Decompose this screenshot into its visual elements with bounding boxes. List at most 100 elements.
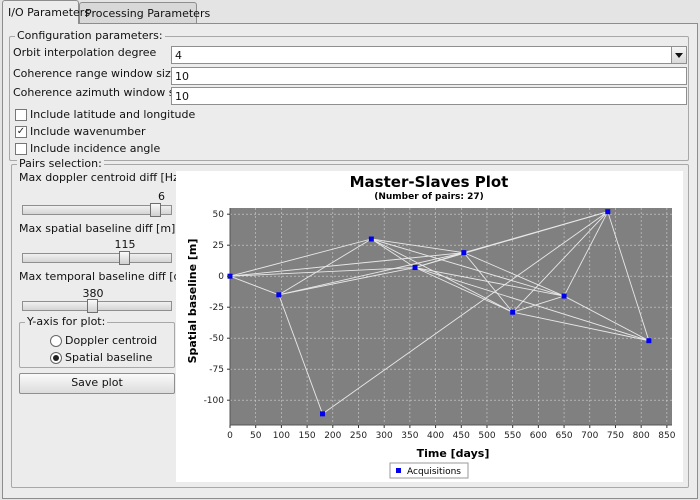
- coherence-range-label: Coherence range window size: [13, 67, 178, 80]
- coherence-azimuth-input[interactable]: 10: [171, 87, 687, 105]
- pair-line: [371, 238, 416, 268]
- pair-line: [463, 252, 565, 297]
- x-tick-label: 500: [478, 431, 495, 441]
- x-tick-label: 0: [227, 431, 233, 441]
- acquisition-point: [320, 411, 326, 417]
- acquisition-point: [510, 309, 516, 315]
- pair-line: [512, 211, 609, 313]
- max-doppler-slider[interactable]: [22, 203, 172, 217]
- x-tick-label: 100: [273, 431, 290, 441]
- master-slaves-chart: Master-Slaves Plot (Number of pairs: 27)…: [176, 171, 683, 482]
- save-plot-button[interactable]: Save plot: [19, 373, 175, 394]
- pair-line: [563, 295, 650, 342]
- pair-line: [414, 267, 650, 342]
- max-doppler-slider-handle[interactable]: [150, 203, 161, 217]
- orbit-interpolation-dropdown-button[interactable]: [671, 46, 687, 64]
- configuration-group: [9, 36, 689, 161]
- pair-line: [229, 252, 464, 277]
- tab-bar: I/O Parameters Processing Parameters: [0, 0, 700, 24]
- x-tick-label: 150: [298, 431, 315, 441]
- pair-line: [371, 238, 565, 297]
- pairs-selection-group: [11, 164, 689, 488]
- x-tick-label: 600: [530, 431, 547, 441]
- coherence-azimuth-label: Coherence azimuth window size: [13, 86, 191, 99]
- max-temporal-value: 380: [82, 287, 104, 300]
- plot-area: [230, 208, 672, 425]
- y-axis-ticks: 50 25 0 -25 -50 -75 -100: [204, 210, 230, 406]
- x-tick-label: 550: [504, 431, 521, 441]
- orbit-interpolation-combo[interactable]: 4: [171, 46, 673, 64]
- chart-svg: Master-Slaves Plot (Number of pairs: 27)…: [186, 173, 676, 479]
- include-wavenumber-checkbox[interactable]: ✓: [15, 126, 27, 138]
- x-tick-label: 850: [658, 431, 675, 441]
- doppler-centroid-radio[interactable]: [50, 335, 62, 347]
- include-incidence-checkbox[interactable]: [15, 143, 27, 155]
- max-doppler-label: Max doppler centroid diff [Hz]: [19, 171, 184, 184]
- pair-line: [463, 211, 608, 254]
- max-spatial-label: Max spatial baseline diff [m]: [19, 222, 176, 235]
- pair-line: [278, 252, 464, 296]
- chart-subtitle: (Number of pairs: 27): [374, 192, 484, 202]
- spatial-baseline-radio-label: Spatial baseline: [65, 351, 153, 364]
- spatial-baseline-radio[interactable]: [50, 352, 62, 364]
- pairs-selection-group-title: Pairs selection:: [17, 157, 104, 170]
- x-axis-ticks: 0 50 100 150 200 250 300 350 400 450 500 550 600 650 7…: [227, 425, 676, 441]
- x-tick-label: 700: [581, 431, 598, 441]
- x-tick-label: 200: [324, 431, 341, 441]
- pair-lines: [229, 211, 650, 415]
- include-incidence-label: Include incidence angle: [30, 142, 161, 155]
- pair-line: [278, 267, 416, 296]
- acquisition-point: [561, 293, 567, 299]
- coherence-range-input[interactable]: 10: [171, 67, 687, 85]
- pair-line: [607, 211, 650, 341]
- pair-line: [463, 252, 514, 313]
- acquisition-point: [605, 209, 611, 215]
- pair-line: [371, 238, 464, 254]
- x-tick-label: 800: [633, 431, 650, 441]
- pair-line: [512, 311, 649, 342]
- pair-line: [278, 238, 372, 296]
- pair-line: [229, 275, 279, 296]
- include-latlon-label: Include latitude and longitude: [30, 108, 196, 121]
- y-tick-label: -75: [209, 365, 224, 375]
- max-spatial-slider[interactable]: [22, 251, 172, 265]
- max-spatial-value: 115: [114, 238, 136, 251]
- y-tick-label: -100: [204, 396, 225, 406]
- max-temporal-slider[interactable]: [22, 299, 172, 313]
- y-axis-label: Spatial baseline [m]: [186, 239, 199, 364]
- max-spatial-slider-handle[interactable]: [119, 251, 130, 265]
- acquisition-point: [276, 292, 282, 298]
- x-tick-label: 350: [401, 431, 418, 441]
- max-temporal-label: Max temporal baseline diff [days]: [19, 270, 204, 283]
- pair-line: [563, 211, 609, 297]
- y-tick-label: -50: [209, 334, 224, 344]
- yaxis-group-title: Y-axis for plot:: [25, 315, 108, 328]
- doppler-centroid-radio-label: Doppler centroid: [65, 334, 158, 347]
- y-tick-label: 0: [218, 272, 224, 282]
- include-latlon-checkbox[interactable]: [15, 109, 27, 121]
- x-tick-label: 650: [555, 431, 572, 441]
- x-tick-label: 450: [453, 431, 470, 441]
- x-tick-label: 400: [427, 431, 444, 441]
- chart-title: Master-Slaves Plot: [350, 173, 509, 191]
- pair-line: [278, 294, 323, 414]
- x-tick-label: 300: [376, 431, 393, 441]
- orbit-interpolation-label: Orbit interpolation degree: [13, 46, 157, 59]
- acquisition-point: [368, 236, 374, 242]
- x-tick-label: 50: [250, 431, 262, 441]
- max-doppler-value: 6: [158, 190, 165, 203]
- chevron-down-icon: [675, 52, 683, 58]
- pair-line: [414, 267, 513, 313]
- include-wavenumber-label: Include wavenumber: [30, 125, 146, 138]
- x-axis-label: Time [days]: [417, 447, 490, 460]
- acquisition-point: [461, 250, 467, 256]
- tab-processing-parameters[interactable]: Processing Parameters: [79, 2, 210, 24]
- x-tick-label: 750: [607, 431, 624, 441]
- pair-line: [414, 267, 565, 297]
- y-tick-label: 50: [213, 210, 225, 220]
- max-temporal-slider-handle[interactable]: [87, 299, 98, 313]
- pair-line: [512, 295, 565, 313]
- configuration-group-title: Configuration parameters:: [15, 29, 165, 42]
- tab-io-parameters[interactable]: I/O Parameters: [2, 0, 90, 24]
- pair-line: [229, 267, 416, 277]
